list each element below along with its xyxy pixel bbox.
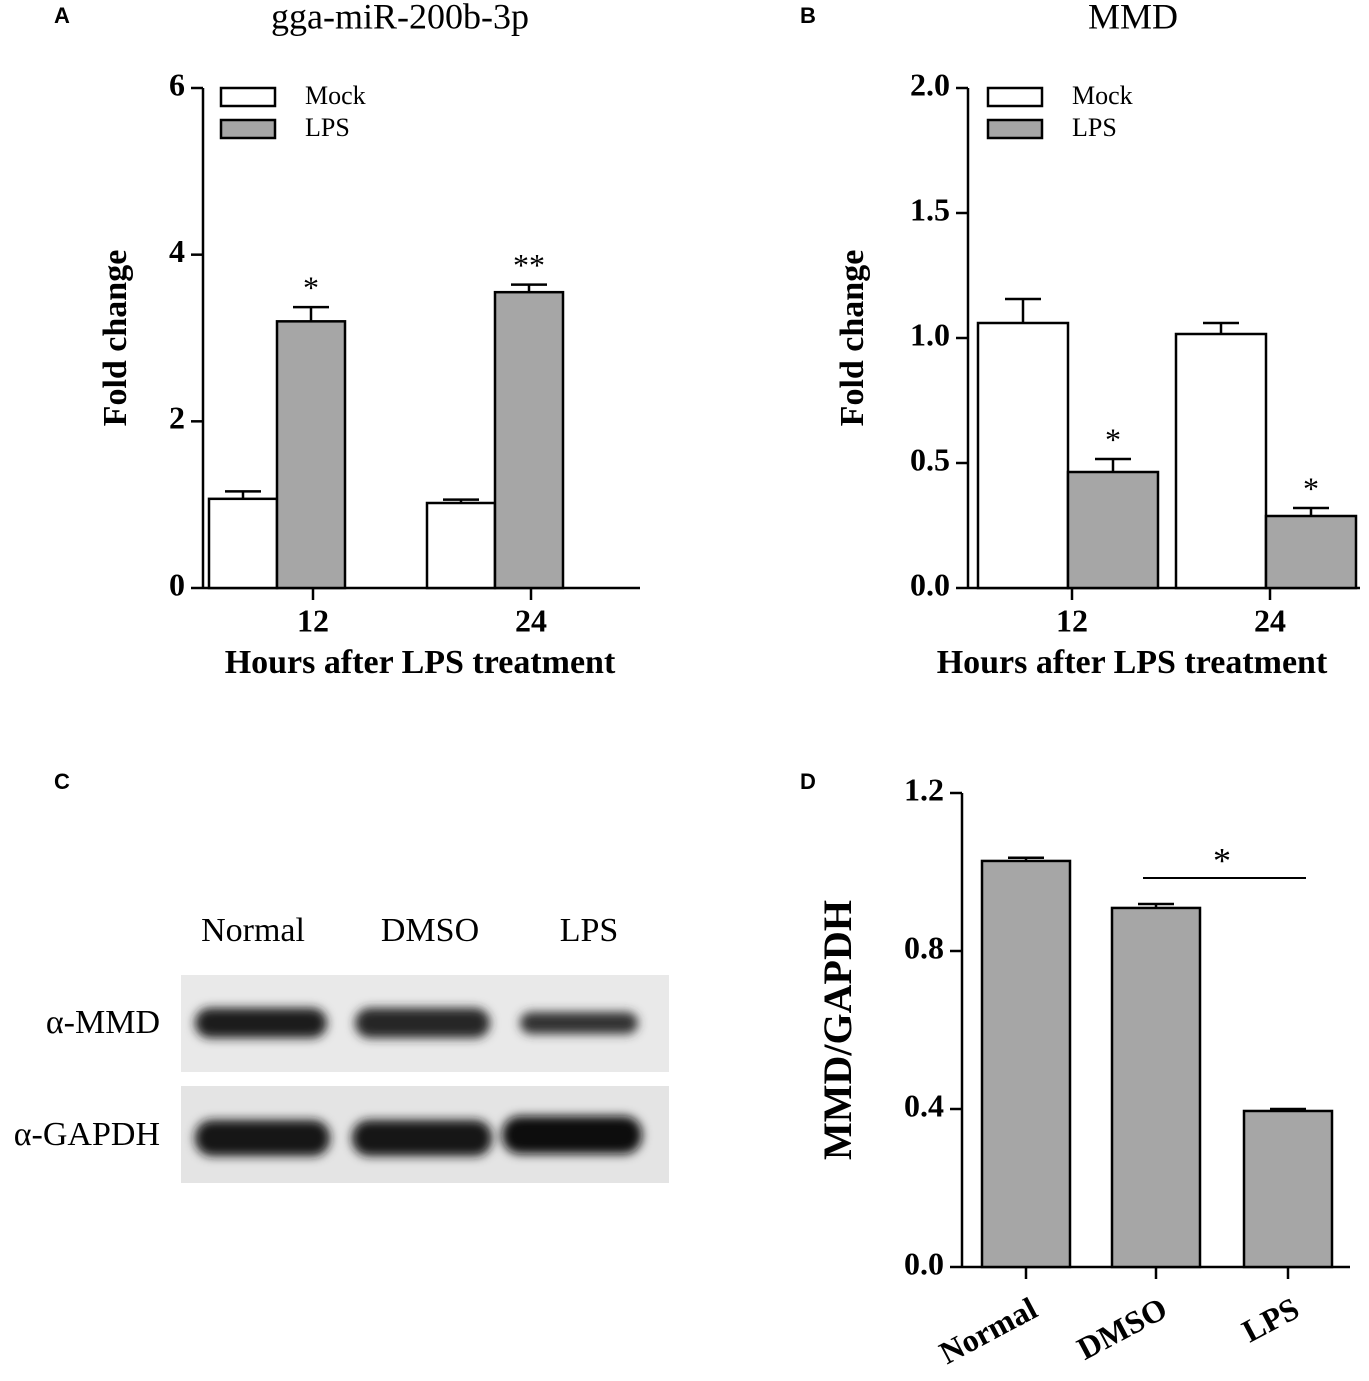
panel-letter: D: [800, 769, 816, 794]
y-tick-label: 1.0: [910, 316, 950, 352]
significance-label: *: [1213, 840, 1231, 880]
y-tick-label: 0.4: [904, 1087, 944, 1123]
significance-label: *: [1105, 421, 1121, 457]
x-axis-label: Hours after LPS treatment: [225, 644, 616, 681]
bar: [493, 290, 565, 590]
significance-label: *: [1303, 470, 1319, 506]
panel-letter: A: [54, 3, 70, 28]
bar: [980, 859, 1072, 1269]
y-axis-label: MMD/GAPDH: [815, 900, 860, 1160]
y-tick-label: 6: [169, 66, 185, 102]
x-tick-label: 24: [515, 602, 547, 638]
band: [195, 1120, 330, 1156]
y-tick-label: 0.0: [904, 1245, 944, 1281]
x-tick-label: 12: [297, 602, 329, 638]
band: [502, 1116, 642, 1154]
y-tick-label: 2: [169, 400, 185, 436]
band: [520, 1012, 638, 1034]
legend-swatch: [219, 118, 277, 140]
y-axis-label: Fold change: [834, 250, 871, 427]
bar: [275, 320, 347, 590]
row-label: α-GAPDH: [14, 1116, 160, 1153]
chart-title: MMD: [1088, 0, 1178, 36]
y-tick-label: 0.8: [904, 929, 944, 965]
panel-letter: B: [800, 3, 816, 28]
legend-label: LPS: [1072, 113, 1117, 142]
y-axis-label: Fold change: [97, 250, 134, 427]
band: [352, 1120, 492, 1156]
x-tick-label: LPS: [1236, 1290, 1305, 1349]
lane-label: DMSO: [381, 912, 479, 949]
bar: [207, 497, 279, 590]
y-tick-label: 4: [169, 233, 185, 269]
blot-panel: C Normal DMSO LPS α-MMD α-GAPDH: [14, 769, 669, 1183]
legend-label: Mock: [305, 81, 366, 110]
x-tick-label: 12: [1056, 602, 1088, 638]
band: [355, 1008, 490, 1038]
significance-label: *: [303, 270, 319, 306]
x-tick-label: 24: [1254, 602, 1286, 638]
panel-letter: C: [54, 769, 70, 794]
bar: [1242, 1109, 1334, 1269]
bar: [1264, 514, 1358, 590]
bar: [425, 501, 497, 590]
y-tick-label: 1.5: [910, 191, 950, 227]
blot-bands: [195, 1008, 642, 1156]
y-tick-label: 1.2: [904, 771, 944, 807]
bar: [1174, 332, 1268, 590]
x-tick-label: Normal: [933, 1290, 1043, 1371]
legend-label: LPS: [305, 113, 350, 142]
x-axis-label: Hours after LPS treatment: [937, 644, 1328, 681]
legend-swatch: [986, 118, 1044, 140]
lane-label: LPS: [560, 912, 619, 949]
bar: [1066, 470, 1160, 590]
significance-label: **: [513, 247, 545, 283]
bar: [976, 321, 1070, 590]
x-tick-label: DMSO: [1071, 1290, 1173, 1367]
bar: [1110, 906, 1202, 1269]
chart-title: gga-miR-200b-3p: [271, 0, 529, 36]
y-tick-label: 0.5: [910, 441, 950, 477]
lane-label: Normal: [201, 912, 305, 949]
y-tick-label: 2.0: [910, 66, 950, 102]
legend-swatch: [986, 86, 1044, 108]
y-tick-label: 0.0: [910, 566, 950, 602]
band: [195, 1008, 327, 1038]
legend-label: Mock: [1072, 81, 1133, 110]
row-label: α-MMD: [46, 1004, 160, 1041]
legend-swatch: [219, 86, 277, 108]
y-tick-label: 0: [169, 566, 185, 602]
